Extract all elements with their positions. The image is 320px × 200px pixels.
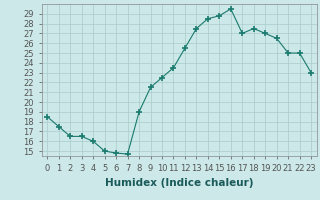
X-axis label: Humidex (Indice chaleur): Humidex (Indice chaleur) <box>105 178 253 188</box>
